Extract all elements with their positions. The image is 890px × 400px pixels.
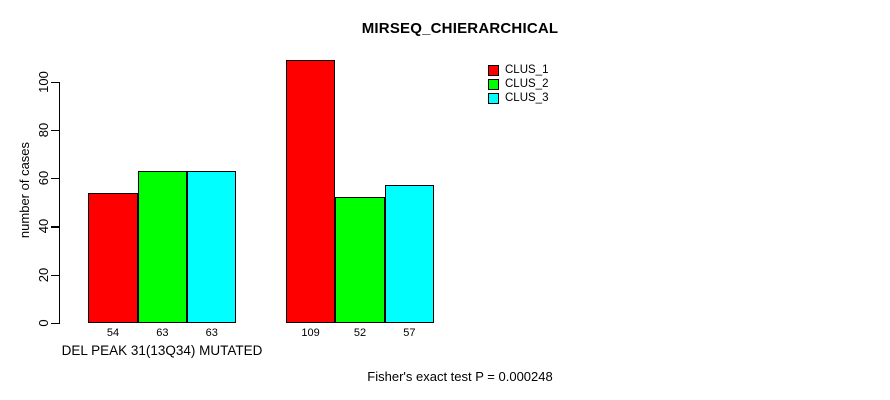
bar-value-label: 54 <box>106 327 120 339</box>
bar-clus_1-group1 <box>88 192 138 323</box>
y-axis-tick <box>51 226 59 228</box>
bar-value-label: 52 <box>353 327 367 339</box>
y-axis-tick <box>51 274 59 276</box>
bar-clus_2-group1 <box>137 170 188 323</box>
bar-value-label: 57 <box>403 327 416 339</box>
bar-value-label: 63 <box>205 327 218 339</box>
chart-title: MIRSEQ_CHIERARCHICAL <box>361 20 559 37</box>
y-axis-tick <box>51 323 59 325</box>
legend: CLUS_1 CLUS_2 CLUS_3 <box>488 63 548 105</box>
legend-label: CLUS_2 <box>505 78 549 90</box>
legend-swatch-icon <box>488 78 499 90</box>
legend-swatch-icon <box>488 64 499 76</box>
y-axis-tick-label: 100 <box>36 70 51 93</box>
y-axis-tick-label: 80 <box>36 122 51 138</box>
bar-value-label: 63 <box>156 327 169 339</box>
x-axis-label: DEL PEAK 31(13Q34) MUTATED <box>61 343 263 358</box>
legend-label: CLUS_3 <box>505 92 549 104</box>
legend-swatch-icon <box>488 92 499 104</box>
bar-value-label: 109 <box>301 327 320 339</box>
legend-item-clus_2: CLUS_2 <box>488 77 548 91</box>
y-axis-tick-label: 0 <box>36 319 51 327</box>
y-axis-line <box>58 81 60 325</box>
legend-item-clus_1: CLUS_1 <box>488 63 548 77</box>
legend-item-clus_3: CLUS_3 <box>488 91 548 105</box>
y-axis-tick <box>51 81 59 83</box>
y-axis-tick-label: 40 <box>36 219 51 234</box>
y-axis-tick-label: 20 <box>36 267 51 282</box>
bar-clus_3-group1 <box>187 170 237 323</box>
p-value-annotation: Fisher's exact test P = 0.000248 <box>367 369 553 384</box>
bar-clus_1-group2 <box>285 59 336 323</box>
legend-label: CLUS_1 <box>505 64 549 76</box>
y-axis-tick-label: 60 <box>36 170 51 186</box>
y-axis-tick <box>51 178 59 180</box>
bar-clus_3-group2 <box>384 185 435 323</box>
bar-clus_2-group2 <box>335 197 385 323</box>
y-axis-tick <box>51 129 59 132</box>
